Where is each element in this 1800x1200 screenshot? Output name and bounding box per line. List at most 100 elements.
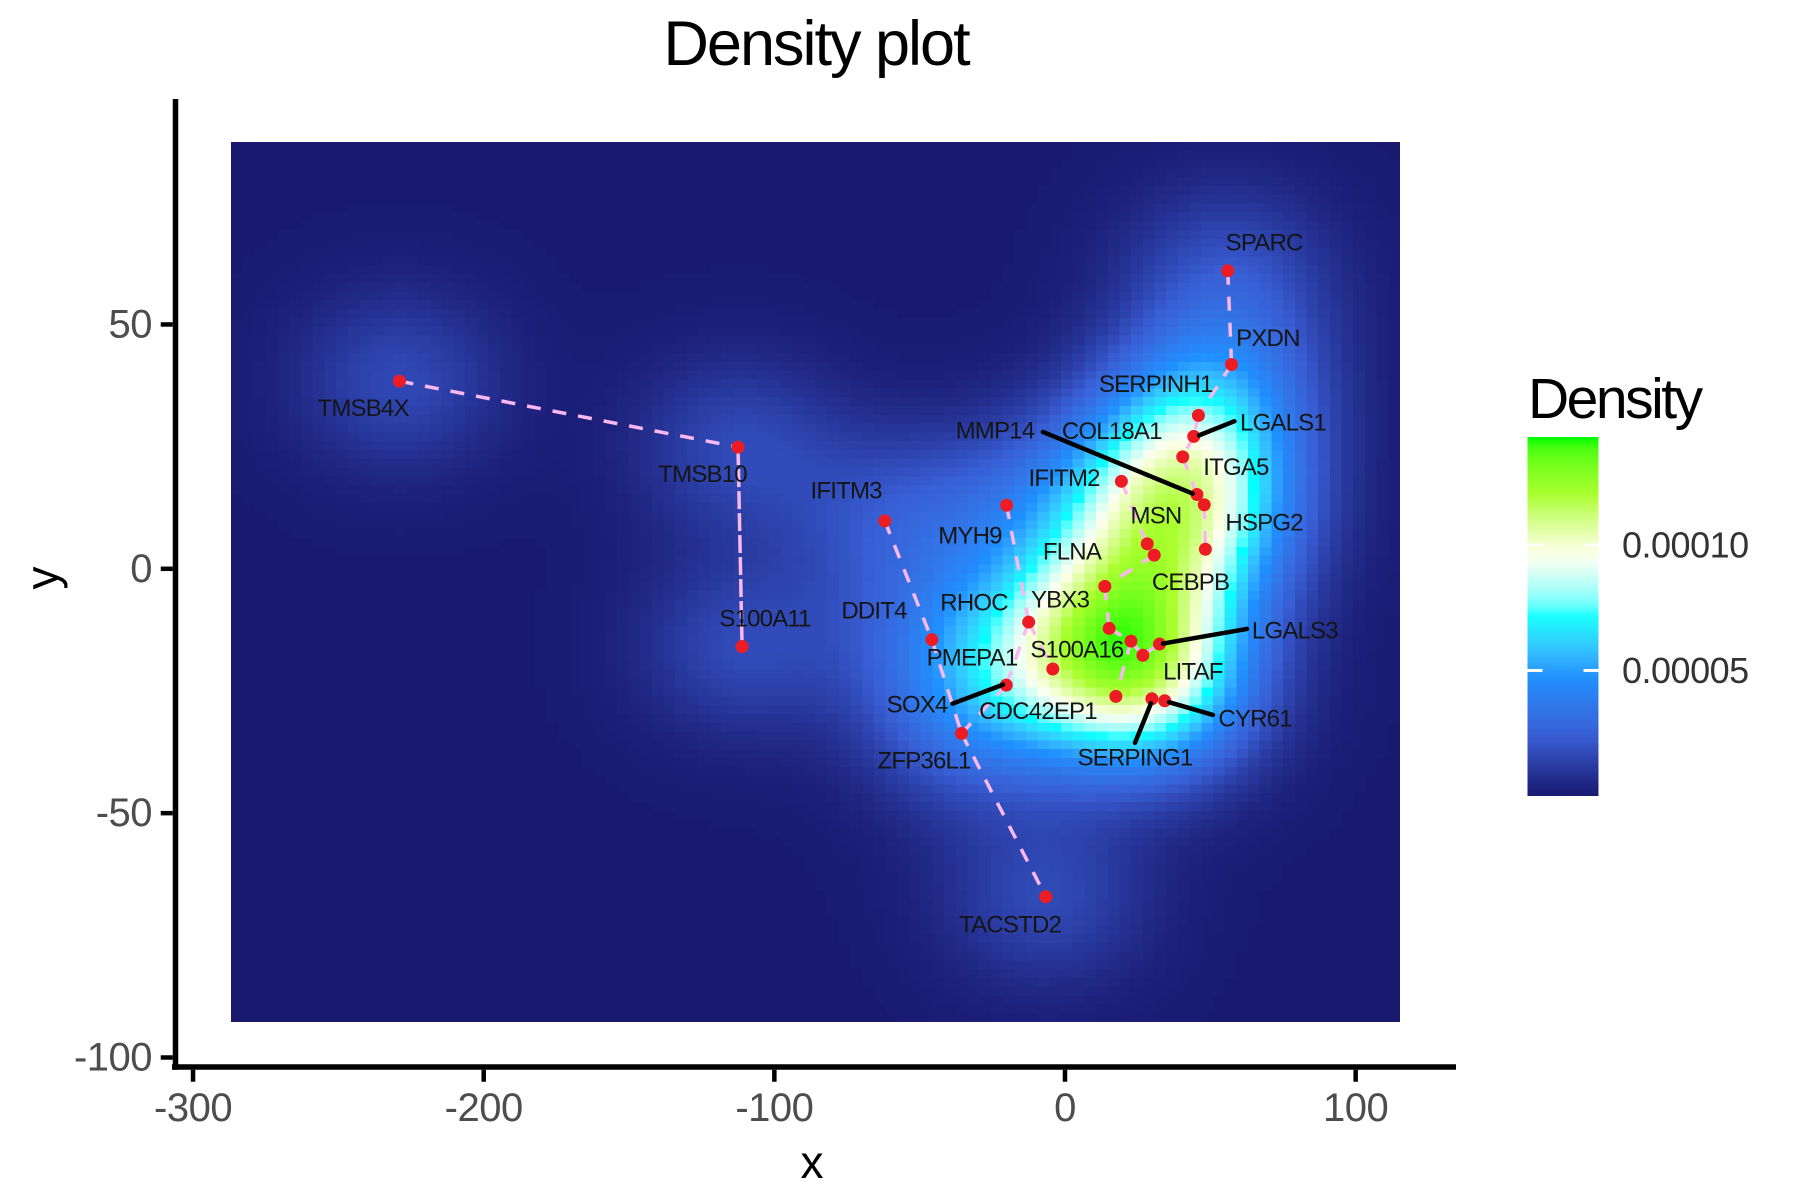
data-point	[735, 640, 749, 654]
gene-label: CDC42EP1	[979, 698, 1097, 725]
data-point	[1114, 474, 1128, 488]
data-point	[1102, 621, 1116, 635]
data-point	[1000, 498, 1014, 512]
data-point	[1145, 692, 1159, 706]
x-axis-tick-label: -100	[735, 1086, 813, 1130]
label-leader-line	[950, 682, 1006, 706]
graph-edge	[1114, 640, 1133, 697]
label-leaders-layer	[950, 418, 1250, 746]
x-axis-tick-label: 100	[1323, 1086, 1388, 1130]
gene-label: PXDN	[1236, 325, 1299, 352]
data-point	[731, 440, 745, 454]
y-axis-tick-label: 0	[130, 547, 152, 591]
x-axis-tick-label: -200	[445, 1086, 523, 1130]
graph-edge	[1103, 553, 1156, 588]
gene-label: LITAF	[1163, 658, 1223, 685]
data-point	[1225, 358, 1239, 372]
gene-label: CEBPB	[1152, 569, 1229, 596]
gene-label: S100A11	[719, 606, 811, 633]
data-point	[1190, 488, 1204, 502]
gene-label: FLNA	[1043, 539, 1102, 566]
data-point	[1022, 615, 1036, 629]
gene-label: ZFP36L1	[877, 747, 971, 774]
data-point	[1176, 450, 1190, 464]
gene-labels-layer: TMSB4X TMSB10 IFITM3 S100A11 SPARC PXDN SERPIN…	[317, 229, 1339, 938]
plot-title: Density plot	[663, 9, 971, 79]
graph-edge	[960, 683, 1008, 735]
data-point	[1152, 637, 1166, 651]
graph-edge	[1027, 621, 1055, 670]
data-point	[1098, 579, 1112, 593]
data-point	[999, 678, 1013, 692]
data-point	[1198, 542, 1212, 556]
y-axis-title: y	[16, 567, 68, 590]
data-point	[392, 374, 406, 388]
label-leader-line	[1166, 699, 1216, 718]
gene-label: ITGA5	[1203, 454, 1269, 481]
y-axis-tick-label: 50	[109, 302, 153, 346]
gene-label: MYH9	[938, 523, 1002, 550]
graph-edge	[930, 639, 964, 735]
legend-tick-label: 0.00005	[1622, 650, 1749, 691]
gene-label: TMSB10	[658, 461, 747, 488]
gene-label: LGALS3	[1252, 617, 1338, 644]
x-axis-title: x	[801, 1136, 824, 1188]
data-point	[955, 726, 969, 740]
graph-edge	[1181, 456, 1199, 496]
gene-label: IFITM2	[1029, 465, 1101, 492]
label-leader-line	[1040, 429, 1195, 496]
gene-label: COL18A1	[1062, 418, 1162, 445]
gene-label: MSN	[1131, 503, 1182, 530]
graph-edge	[1103, 586, 1111, 629]
data-point	[1136, 648, 1150, 662]
legend-tick-label: 0.00010	[1622, 524, 1749, 565]
y-axis-tick-label: -50	[96, 791, 152, 835]
gene-label: CYR61	[1218, 705, 1292, 732]
gene-label: DDIT4	[841, 597, 907, 624]
graph-edge	[736, 447, 744, 647]
gene-label: YBX3	[1031, 587, 1090, 614]
data-point	[1197, 498, 1211, 512]
data-point	[1124, 634, 1138, 648]
gene-label: SOX4	[887, 692, 948, 719]
gene-label: SERPINH1	[1099, 371, 1213, 398]
legend-title: Density	[1528, 367, 1704, 431]
gene-label: SERPING1	[1078, 744, 1193, 771]
y-axis-tick-label: -100	[74, 1036, 152, 1080]
x-axis-tick-label: 0	[1054, 1086, 1076, 1130]
data-point	[1147, 548, 1161, 562]
graph-edge	[959, 732, 1048, 898]
x-axis-tick-label: -300	[154, 1086, 232, 1130]
data-point	[1140, 537, 1154, 551]
data-point	[1039, 890, 1053, 904]
label-leader-line	[1160, 626, 1250, 646]
legend-layer: 0.00005 0.00010	[1527, 437, 1749, 796]
graph-edge	[399, 379, 739, 449]
gene-label: S100A16	[1030, 636, 1124, 663]
graph-edge	[1202, 504, 1208, 550]
density-heatmap-raster	[230, 142, 1400, 1022]
graph-edge	[1004, 504, 1031, 623]
graph-edge	[1119, 480, 1149, 545]
graph-edge	[883, 520, 934, 641]
gene-label: HSPG2	[1225, 509, 1303, 536]
legend-colorbar	[1527, 437, 1599, 796]
gene-label: SPARC	[1226, 229, 1303, 256]
gene-label: LGALS1	[1240, 410, 1326, 437]
data-point	[1109, 689, 1123, 703]
data-point	[878, 514, 892, 528]
data-point	[1221, 264, 1235, 278]
gene-label: MMP14	[956, 417, 1035, 444]
data-point	[1187, 429, 1201, 443]
gene-label: TMSB4X	[317, 395, 409, 422]
axes-layer: -300 -200 -100 0 100 50 0 -50 -100	[74, 99, 1456, 1130]
data-point	[1191, 408, 1205, 422]
gene-label: PMEPA1	[927, 645, 1018, 672]
graph-edge	[1196, 363, 1234, 417]
data-points-layer	[392, 264, 1239, 904]
label-leader-line	[1196, 418, 1237, 438]
graph-edge	[1004, 621, 1031, 686]
gene-label: IFITM3	[811, 478, 883, 505]
